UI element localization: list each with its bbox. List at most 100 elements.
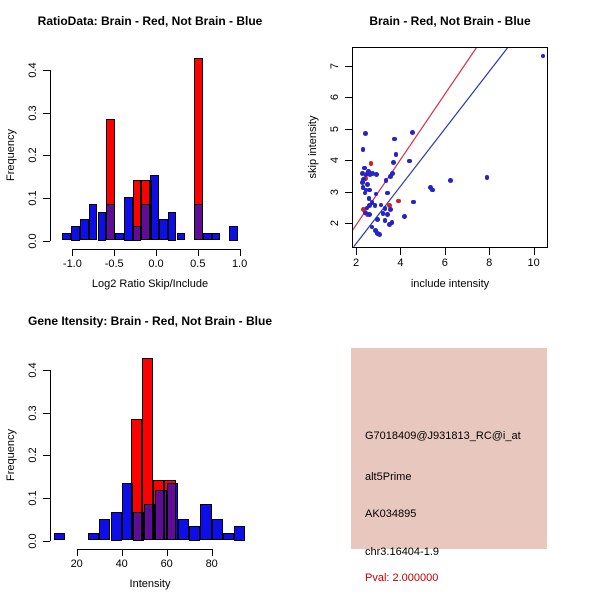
hist-bar-blue	[54, 533, 66, 541]
hist-bar-blue	[200, 504, 212, 541]
scatter-plot-area: 2 4 6 8 10 2 3 4 5 6 7	[300, 0, 600, 300]
hist-bar-blue	[79, 218, 89, 241]
scatter-point-blue	[363, 172, 369, 178]
y-tick-label: 7	[329, 62, 341, 69]
hist-bar-blue	[88, 533, 100, 541]
x-axis-tick	[211, 548, 213, 556]
y-tick-label: 0.0	[27, 232, 39, 249]
hist-bar-overlap	[153, 504, 156, 541]
scatter-point-red	[387, 203, 393, 209]
hist-bar-blue	[167, 211, 177, 241]
accession-text: AK034895	[365, 508, 417, 520]
scatter-point-blue	[430, 187, 435, 193]
scatter-point-blue	[367, 203, 373, 209]
scatter-point-blue	[402, 214, 408, 220]
hist-bar-overlap	[141, 204, 151, 241]
scatter-point-blue	[382, 218, 388, 224]
x-axis-line	[76, 548, 213, 550]
scatter-title: Brain - Red, Not Brain - Blue	[369, 14, 531, 28]
scatter-point-red	[395, 198, 401, 204]
y-axis-tick	[43, 112, 50, 114]
scatter-point-blue	[369, 200, 375, 205]
scatter-point-blue	[366, 187, 372, 193]
scatter-point-blue	[369, 224, 375, 230]
x-tick-label: -0.5	[104, 257, 124, 270]
scatter-point-blue	[391, 136, 397, 142]
y-tick-label: 0.3	[27, 105, 39, 121]
hist-bar-overlap	[132, 511, 142, 541]
y-axis-tick	[43, 497, 50, 499]
x-tick-label: 0.5	[190, 257, 206, 270]
scatter-point-blue	[360, 180, 366, 186]
hist-bar-overlap	[150, 179, 153, 241]
x-axis-tick	[156, 248, 157, 256]
hist-bar-blue	[211, 233, 221, 241]
hist-bar-blue	[71, 226, 80, 241]
x-tick-label: 20	[70, 557, 83, 570]
scatter-y-axis-label: skip intensity	[307, 115, 319, 179]
scatter-point-blue	[383, 178, 389, 183]
ratio-y-axis-label: Frequency	[5, 129, 17, 181]
hist-bar-overlap	[155, 489, 165, 541]
x-tick-label: 0.0	[148, 257, 164, 270]
scatter-point-blue	[388, 207, 393, 213]
scatter-point-blue	[484, 174, 490, 180]
scatter-point-blue	[382, 205, 388, 211]
x-axis-tick	[121, 548, 123, 556]
y-axis-tick	[43, 240, 50, 242]
hist-bar-overlap	[194, 204, 203, 241]
scatter-point-blue	[362, 190, 368, 196]
x-tick-label: 10	[527, 257, 540, 269]
scatter-point-blue	[385, 212, 390, 217]
x-axis-tick	[72, 248, 74, 256]
x-axis-tick	[114, 248, 116, 256]
scatter-point-blue	[377, 232, 383, 238]
x-tick-label: 80	[205, 557, 218, 570]
ratio-x-axis-label: Log2 Ratio Skip/Include	[91, 278, 209, 290]
scatter-point-blue	[362, 165, 367, 171]
scatter-point-red	[361, 207, 367, 213]
scatter-x-axis-label: include intensity	[410, 278, 490, 290]
scatter-point-blue	[360, 147, 366, 152]
hist-bar-overlap	[141, 511, 145, 541]
scatter-plot-box	[352, 47, 548, 248]
scatter-point-blue	[359, 171, 365, 176]
scatter-point-blue	[391, 159, 397, 165]
hist-bar-overlap	[106, 204, 116, 241]
hist-bar-blue	[99, 518, 111, 541]
probe-id-text: G7018409@J931813_RC@i_at	[365, 430, 521, 442]
hist-bar-blue	[158, 218, 168, 241]
y-axis-tick	[345, 128, 352, 130]
scatter-point-blue	[363, 187, 369, 193]
x-axis-tick	[356, 248, 357, 255]
gene-histogram-title: Gene Itensity: Brain - Red, Not Brain - …	[27, 314, 273, 328]
y-axis-tick	[43, 70, 50, 72]
x-axis-tick	[197, 248, 199, 256]
hist-bar-blue	[202, 233, 212, 241]
x-tick-label: 8	[486, 257, 493, 269]
y-tick-label: 4	[329, 156, 341, 164]
scatter-point-blue	[367, 172, 373, 178]
scatter-point-blue	[373, 191, 379, 197]
y-axis-tick	[43, 370, 50, 372]
scatter-point-blue	[361, 177, 367, 182]
scatter-point-blue	[378, 202, 384, 208]
x-tick-label: 2	[352, 257, 360, 269]
ratio-histogram-title: RatioData: Brain - Red, Not Brain - Blue	[37, 14, 263, 28]
panel-gene-info: G7018409@J931813_RC@i_at alt5Prime AK034…	[300, 300, 600, 600]
x-axis-tick	[166, 548, 168, 556]
x-axis-tick	[239, 248, 241, 256]
hist-bar-blue	[88, 204, 98, 241]
x-tick-label: 1.0	[231, 257, 248, 270]
y-tick-label: 5	[329, 125, 341, 132]
scatter-point-blue	[375, 216, 380, 222]
y-axis-tick	[43, 412, 50, 414]
y-tick-label: 0.2	[27, 147, 39, 163]
x-axis-tick	[489, 248, 491, 255]
scatter-point-blue	[540, 53, 546, 59]
y-tick-label: 0.1	[27, 490, 39, 506]
scatter-point-blue	[364, 205, 370, 211]
y-axis-tick	[345, 65, 352, 67]
panel-gene-intensity-histogram: 20 40 60 80 0.0 0.1 0.2 0.3 0.4 Gene Itensity: B…	[0, 300, 300, 600]
